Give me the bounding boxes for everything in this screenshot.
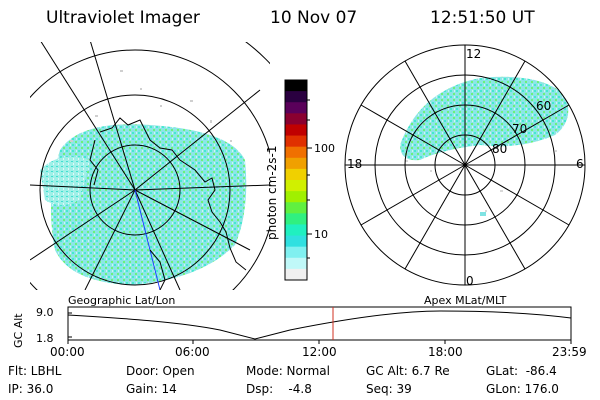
strip-ytick-min: 1.8 [36,332,54,345]
mlt-label-6: 6 [576,157,584,171]
altitude-strip: GC Alt 9.0 1.8 [12,306,572,348]
colorbar-band [285,213,307,225]
status-glat: GLat: -86.4 [486,364,557,378]
colorbar-band [285,168,307,181]
mlt-label-18: 18 [347,157,362,171]
status-seq: Seq: 39 [366,382,412,396]
colorbar-band [285,180,307,192]
strip-axis-label: GC Alt [12,313,25,348]
mlt-label-0: 0 [466,274,474,288]
status-ip: IP: 36.0 [8,382,54,396]
emission-region [51,124,247,286]
status-glon: GLon: 176.0 [486,382,559,396]
colorbar-band [285,246,307,259]
status-gc-alt: GC Alt: 6.7 Re [366,364,450,378]
status-filter: Flt: LBHL [8,364,62,378]
colorbar-band [285,102,307,114]
colorbar-band [285,91,307,103]
colorbar-band [285,113,307,125]
mlat-label-80: 80 [492,142,507,156]
status-door: Door: Open [126,364,195,378]
mlat-label-60: 60 [536,99,551,113]
colorbar-band [285,80,307,92]
background-speckles [70,70,232,142]
time-label: 12:51:50 UT [430,8,535,28]
colorbar-band [285,224,307,237]
altitude-curve [67,310,572,340]
strip-xtick-0: 00:00 [50,345,85,359]
coastline [89,117,247,290]
colorbar-tick-10: 10 [314,228,328,241]
colorbar-band [285,157,307,170]
strip-ytick-max: 9.0 [36,306,54,319]
instrument-title: Ultraviolet Imager [46,8,200,28]
colorbar-band [285,257,307,270]
colorbar-band [285,146,307,159]
colorbar-unit-label: photon cm-2s-1 [265,146,279,241]
colorbar-band [285,235,307,248]
status-gain: Gain: 14 [126,382,177,396]
colorbar-band [285,135,307,148]
strip-xtick-3: 18:00 [428,345,463,359]
colorbar-band [285,124,307,137]
colorbar-band [285,268,307,281]
status-mode: Mode: Normal [246,364,330,378]
colorbar-tick-100: 100 [314,142,335,155]
oval-emission [400,76,569,161]
strip-xtick-1: 06:00 [175,345,210,359]
mlt-label-12: 12 [466,47,481,61]
colorbar: 100 10 photon cm-2s-1 [265,79,335,281]
right-map-caption: Apex MLat/MLT [424,294,507,307]
geographic-map [30,42,270,290]
strip-xtick-4: 23:59 [552,345,587,359]
mlat-label-70: 70 [512,122,527,136]
status-dsp: Dsp: -4.8 [246,382,312,396]
colorbar-band [285,202,307,214]
date-label: 10 Nov 07 [270,8,358,28]
colorbar-band [285,191,307,203]
strip-xtick-2: 12:00 [302,345,337,359]
magnetic-map: 12 18 6 0 60 70 80 [344,44,586,288]
left-map-caption: Geographic Lat/Lon [68,294,176,307]
